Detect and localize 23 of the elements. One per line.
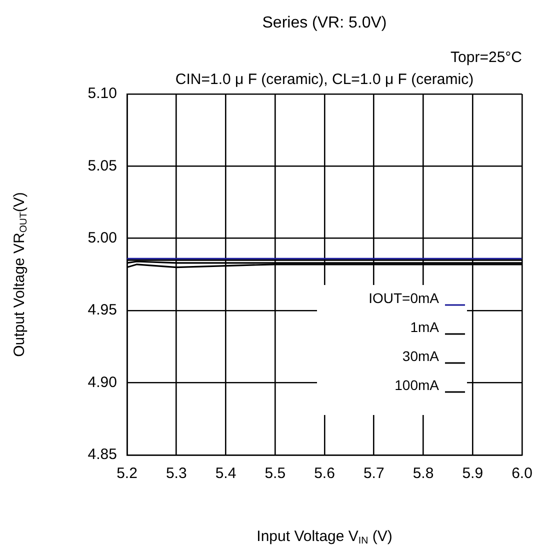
text: CIN=1.0 μ F (ceramic), CL=1.0 μ F (ceramic): [175, 71, 474, 88]
y-tick-label: 4.85: [88, 446, 117, 464]
legend-label: IOUT=0mA: [368, 290, 440, 306]
legend-label: 1mA: [410, 318, 440, 335]
legend-label: 30mA: [402, 348, 440, 364]
x-tick-label: 5.3: [166, 465, 187, 482]
x-tick-label: 5.9: [462, 465, 484, 482]
y-tick-label: 4.90: [88, 374, 117, 391]
x-tick-label: 5.8: [412, 465, 434, 482]
y-tick-label: 5.00: [88, 230, 117, 247]
chart-subtitle: Topr=25°C: [450, 49, 522, 66]
x-tick-label: 5.2: [116, 465, 138, 482]
chart-title: Series (VR: 5.0V): [262, 14, 387, 32]
y-tick-label: 5.10: [88, 85, 117, 102]
x-tick-label: 6.0: [512, 465, 532, 482]
x-tick-label: 5.6: [314, 465, 335, 482]
y-axis-title: Output Voltage VROUT(V): [11, 192, 30, 357]
x-tick-label: 5.4: [215, 465, 236, 482]
x-tick-label: 5.7: [363, 465, 384, 482]
legend-label: 100mA: [394, 376, 440, 393]
y-tick-label: 5.05: [88, 157, 117, 174]
x-tick-label: 5.5: [264, 465, 286, 482]
y-tick-label: 4.95: [88, 302, 117, 319]
